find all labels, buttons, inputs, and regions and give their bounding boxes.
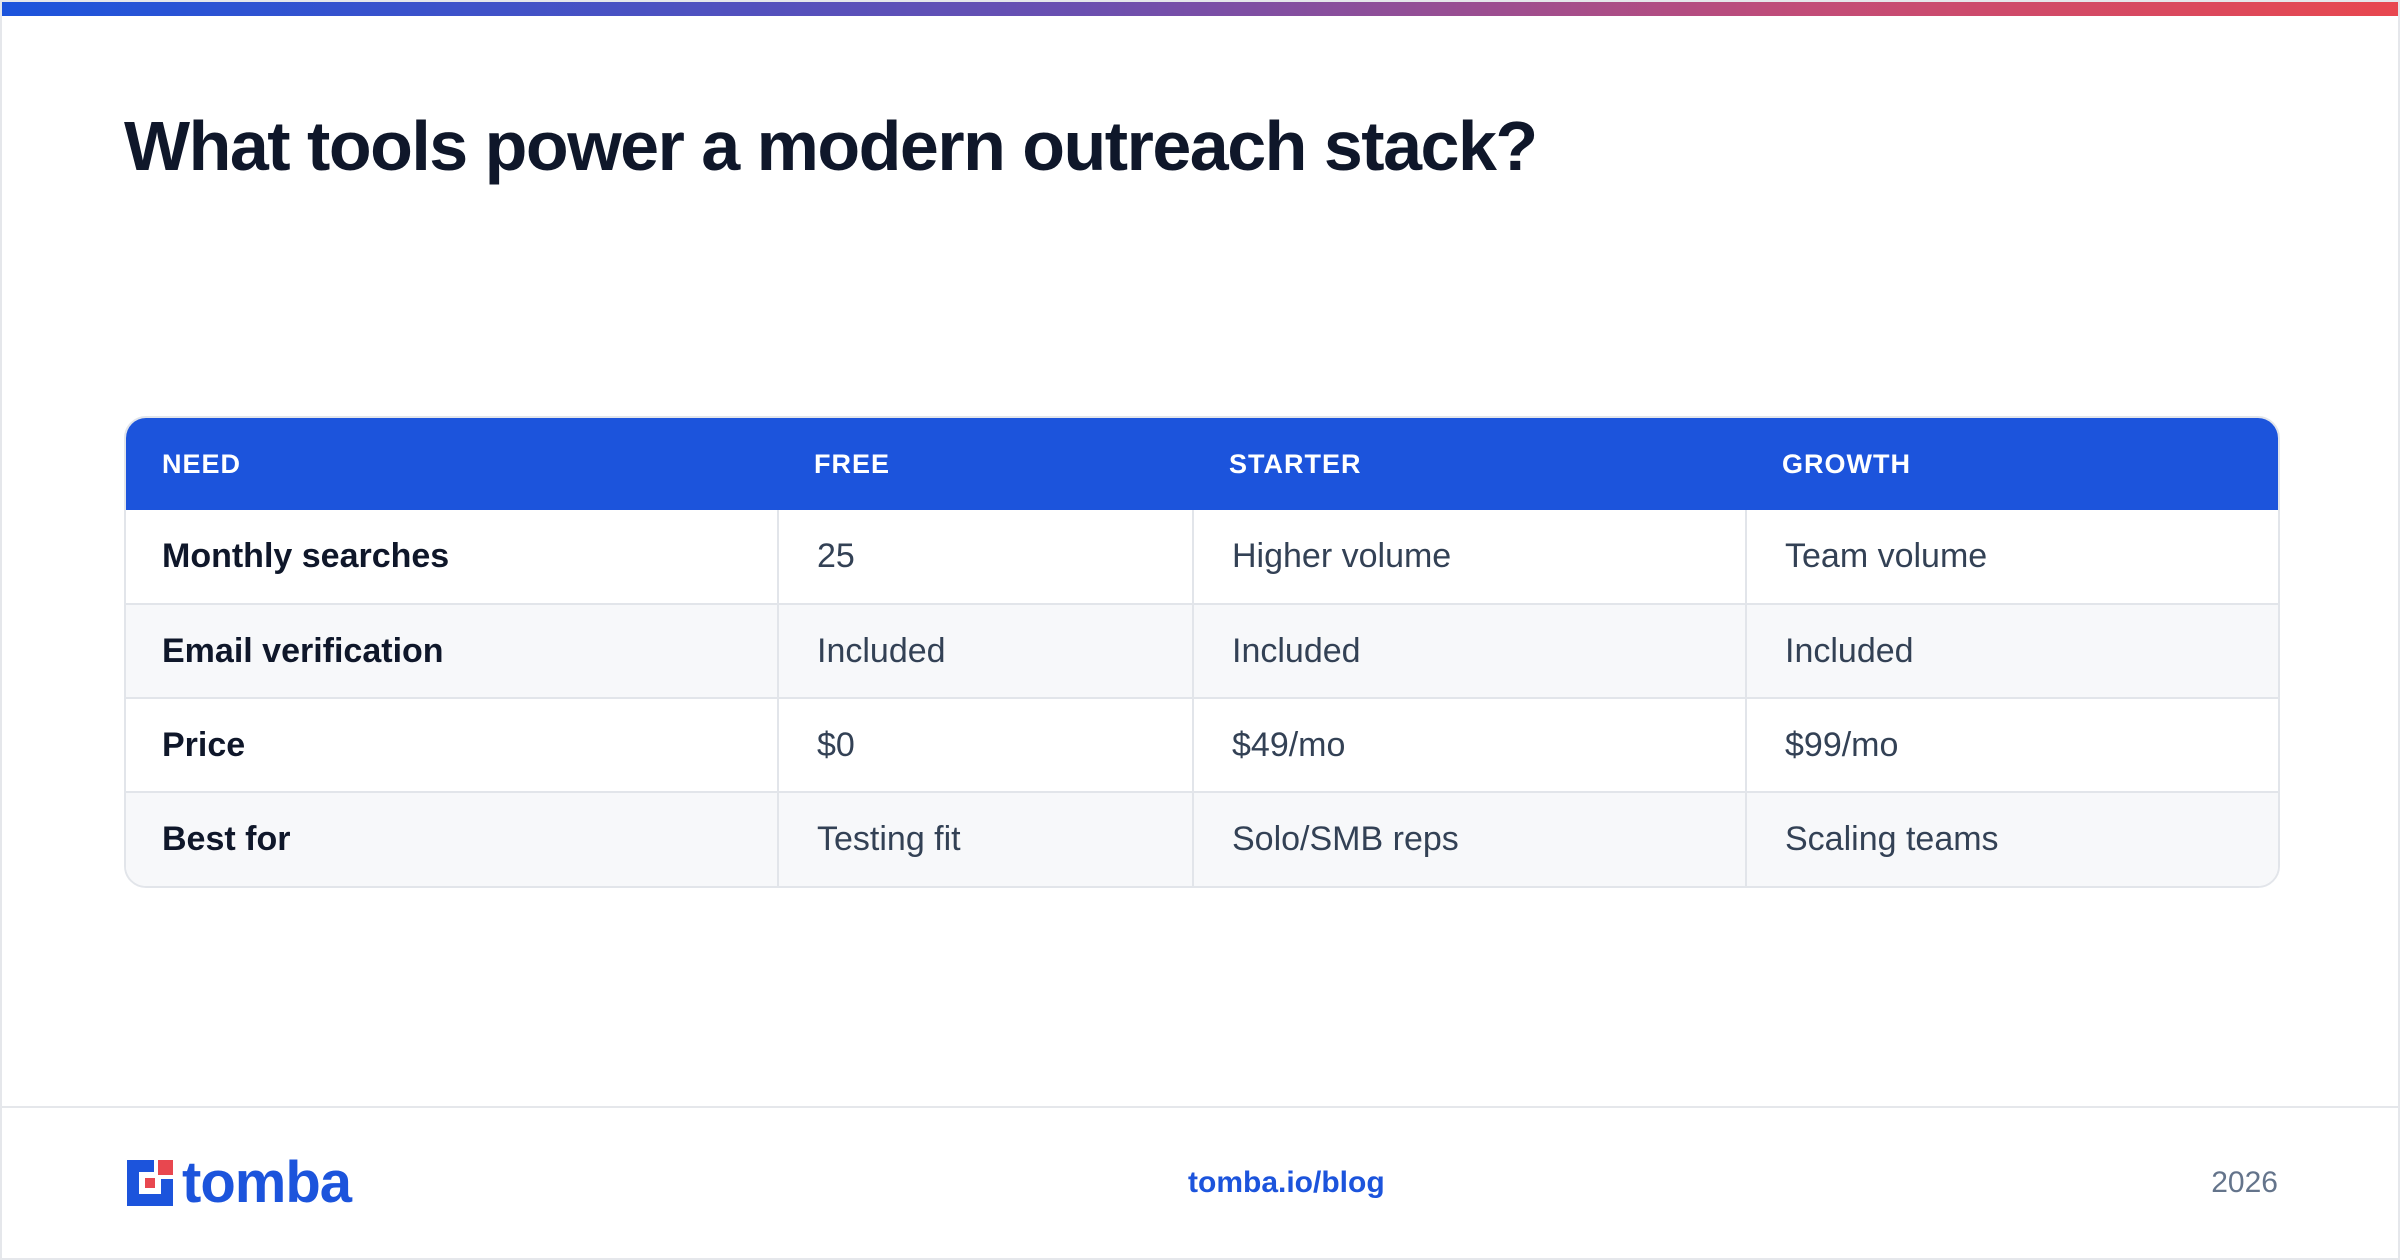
- table-cell: Testing fit: [777, 791, 1193, 886]
- table-cell: $99/mo: [1745, 697, 2278, 792]
- table-cell: Solo/SMB reps: [1192, 791, 1746, 886]
- footer-year: 2026: [2211, 1166, 2278, 1199]
- page-title: What tools power a modern outreach stack…: [124, 107, 1538, 185]
- row-label: Email verification: [126, 603, 778, 698]
- table-cell: Team volume: [1745, 510, 2278, 604]
- table-cell: $49/mo: [1192, 697, 1746, 792]
- column-header-growth: GROWTH: [1782, 448, 1911, 479]
- table-cell: Higher volume: [1192, 510, 1746, 604]
- table-row: Monthly searches 25 Higher volume Team v…: [126, 510, 2278, 604]
- footer-divider: [2, 1106, 2398, 1108]
- table-cell: Scaling teams: [1745, 791, 2278, 886]
- table-header-row: NEED FREE STARTER GROWTH: [126, 418, 2278, 510]
- table-cell: Included: [1745, 603, 2278, 698]
- table-row: Price $0 $49/mo $99/mo: [126, 697, 2278, 792]
- table-cell: $0: [777, 697, 1193, 792]
- table-row: Best for Testing fit Solo/SMB reps Scali…: [126, 791, 2278, 886]
- column-header-need: NEED: [162, 448, 242, 479]
- blog-link[interactable]: tomba.io/blog: [1188, 1166, 1385, 1199]
- accent-bar: [2, 2, 2398, 16]
- logo-wordmark: tomba: [182, 1150, 352, 1215]
- column-header-free: FREE: [814, 448, 891, 479]
- row-label: Price: [126, 697, 778, 792]
- column-header-starter: STARTER: [1229, 448, 1362, 479]
- tomba-logo[interactable]: tomba: [124, 1150, 352, 1215]
- row-label: Monthly searches: [162, 537, 450, 575]
- tomba-logo-icon: [127, 1160, 173, 1206]
- table-cell: Included: [1192, 603, 1746, 698]
- row-label: Best for: [126, 791, 778, 886]
- table-row: Email verification Included Included Inc…: [126, 603, 2278, 698]
- table-cell: 25: [777, 510, 1193, 604]
- table-cell: Included: [777, 603, 1193, 698]
- comparison-table: NEED FREE STARTER GROWTH Monthly searche…: [124, 416, 2280, 888]
